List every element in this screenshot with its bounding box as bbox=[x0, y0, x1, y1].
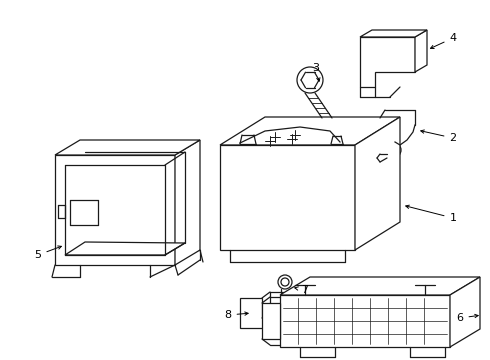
Text: 8: 8 bbox=[224, 310, 248, 320]
Polygon shape bbox=[280, 295, 450, 347]
Polygon shape bbox=[415, 30, 427, 72]
Polygon shape bbox=[262, 303, 280, 339]
Polygon shape bbox=[55, 155, 175, 265]
Polygon shape bbox=[360, 30, 427, 37]
Text: 7: 7 bbox=[295, 285, 309, 295]
Text: 5: 5 bbox=[34, 246, 61, 260]
Polygon shape bbox=[360, 37, 415, 87]
Polygon shape bbox=[175, 140, 200, 265]
Polygon shape bbox=[240, 298, 275, 328]
Polygon shape bbox=[280, 277, 480, 295]
Polygon shape bbox=[220, 117, 400, 145]
Polygon shape bbox=[65, 242, 185, 255]
Polygon shape bbox=[220, 145, 355, 250]
Text: 6: 6 bbox=[457, 313, 478, 323]
Text: 1: 1 bbox=[406, 205, 457, 223]
Polygon shape bbox=[355, 117, 400, 250]
Polygon shape bbox=[55, 140, 200, 155]
Text: 2: 2 bbox=[421, 130, 457, 143]
Text: 4: 4 bbox=[431, 33, 457, 49]
Polygon shape bbox=[450, 277, 480, 347]
Text: 3: 3 bbox=[313, 63, 320, 81]
